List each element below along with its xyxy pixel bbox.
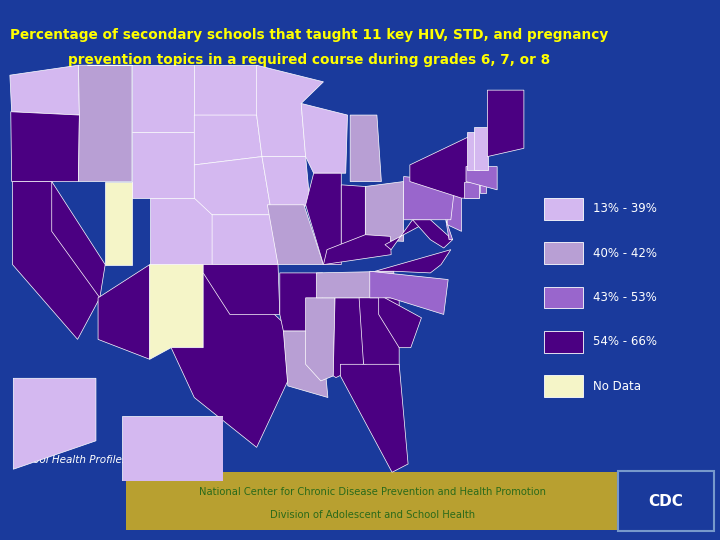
- Polygon shape: [52, 181, 105, 298]
- Text: No Data: No Data: [593, 380, 641, 393]
- Polygon shape: [370, 271, 448, 314]
- Polygon shape: [410, 132, 480, 198]
- Polygon shape: [194, 65, 256, 115]
- Polygon shape: [105, 181, 132, 265]
- Bar: [126, 472, 619, 530]
- Polygon shape: [464, 181, 480, 198]
- Bar: [544, 242, 583, 264]
- Polygon shape: [10, 65, 79, 115]
- Polygon shape: [359, 298, 399, 374]
- Polygon shape: [256, 65, 323, 157]
- Polygon shape: [171, 273, 288, 447]
- Polygon shape: [87, 65, 194, 132]
- Polygon shape: [316, 271, 394, 298]
- Polygon shape: [305, 298, 335, 381]
- Text: 13% - 39%: 13% - 39%: [593, 202, 657, 215]
- Text: prevention topics in a required course during grades 6, 7, or 8: prevention topics in a required course d…: [68, 53, 551, 68]
- Polygon shape: [194, 115, 262, 165]
- Bar: [544, 287, 583, 308]
- Polygon shape: [122, 416, 223, 481]
- Polygon shape: [150, 265, 203, 359]
- Polygon shape: [267, 205, 323, 265]
- Polygon shape: [78, 65, 132, 181]
- Polygon shape: [350, 115, 382, 181]
- Polygon shape: [379, 294, 421, 348]
- Polygon shape: [487, 90, 524, 157]
- Polygon shape: [14, 379, 96, 469]
- Polygon shape: [474, 127, 488, 170]
- Text: 43% - 53%: 43% - 53%: [593, 291, 657, 304]
- Bar: [618, 471, 714, 531]
- Polygon shape: [466, 166, 498, 190]
- Text: CDC: CDC: [648, 494, 683, 509]
- Polygon shape: [11, 112, 79, 181]
- Polygon shape: [404, 177, 455, 220]
- Text: School Health Profiles, 2010: School Health Profiles, 2010: [14, 455, 161, 465]
- Polygon shape: [413, 220, 453, 248]
- Polygon shape: [301, 104, 348, 173]
- Polygon shape: [323, 235, 391, 265]
- Polygon shape: [12, 181, 100, 339]
- Text: 40% - 42%: 40% - 42%: [593, 247, 657, 260]
- Bar: [544, 331, 583, 353]
- Polygon shape: [280, 273, 323, 331]
- Polygon shape: [262, 157, 310, 215]
- Polygon shape: [341, 364, 408, 472]
- Polygon shape: [385, 220, 428, 249]
- Text: Division of Adolescent and School Health: Division of Adolescent and School Health: [270, 510, 474, 519]
- Polygon shape: [341, 185, 365, 251]
- Polygon shape: [447, 192, 462, 231]
- Text: Percentage of secondary schools that taught 11 key HIV, STD, and pregnancy: Percentage of secondary schools that tau…: [11, 28, 608, 42]
- Polygon shape: [467, 132, 480, 170]
- Polygon shape: [98, 265, 150, 359]
- Polygon shape: [194, 157, 271, 215]
- Polygon shape: [446, 218, 453, 240]
- Polygon shape: [212, 215, 278, 265]
- Polygon shape: [365, 181, 404, 241]
- Text: 54% - 66%: 54% - 66%: [593, 335, 657, 348]
- Polygon shape: [480, 181, 487, 193]
- Polygon shape: [203, 265, 280, 314]
- Polygon shape: [305, 173, 341, 265]
- Bar: [544, 375, 583, 397]
- Polygon shape: [132, 132, 194, 198]
- Bar: [544, 198, 583, 220]
- Text: National Center for Chronic Disease Prevention and Health Promotion: National Center for Chronic Disease Prev…: [199, 488, 546, 497]
- Polygon shape: [284, 331, 328, 397]
- Polygon shape: [150, 198, 212, 265]
- Polygon shape: [333, 298, 364, 377]
- Polygon shape: [375, 249, 451, 273]
